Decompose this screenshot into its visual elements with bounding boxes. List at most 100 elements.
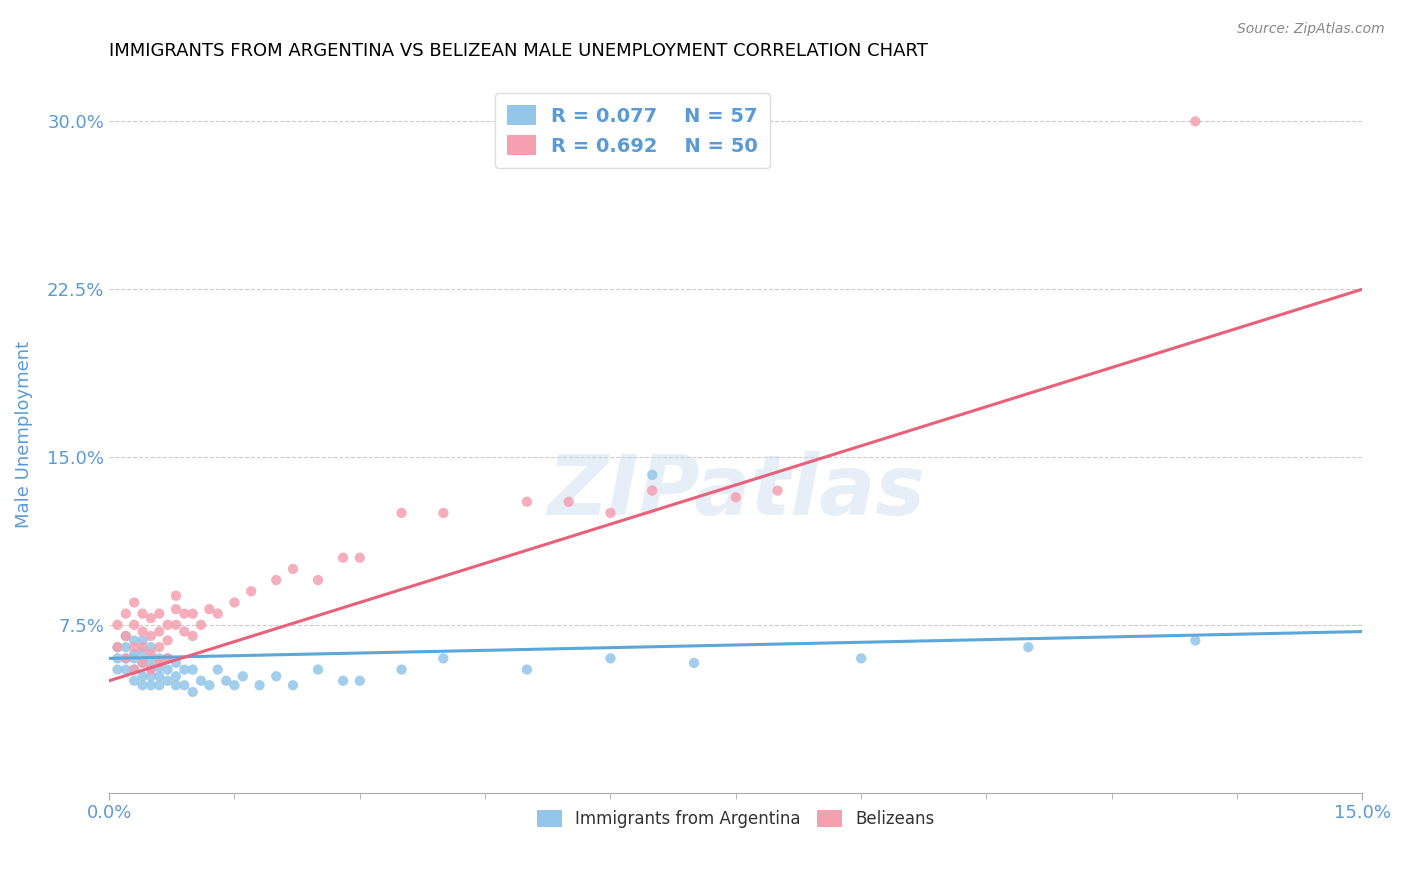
Point — [1184, 114, 1206, 128]
Point — [332, 673, 354, 688]
Point — [349, 550, 371, 565]
Point — [139, 678, 162, 692]
Point — [148, 656, 170, 670]
Point — [122, 640, 145, 655]
Point — [107, 663, 129, 677]
Point — [307, 663, 329, 677]
Point — [139, 663, 162, 677]
Point — [139, 640, 162, 655]
Point — [432, 651, 454, 665]
Point — [139, 660, 162, 674]
Point — [516, 495, 538, 509]
Point — [114, 651, 136, 665]
Point — [232, 669, 254, 683]
Point — [516, 663, 538, 677]
Point — [139, 669, 162, 683]
Point — [122, 651, 145, 665]
Y-axis label: Male Unemployment: Male Unemployment — [15, 341, 32, 528]
Point — [165, 617, 187, 632]
Point — [107, 640, 129, 655]
Point — [122, 673, 145, 688]
Point — [391, 506, 413, 520]
Point — [114, 663, 136, 677]
Point — [156, 673, 179, 688]
Point — [181, 629, 204, 643]
Point — [724, 490, 747, 504]
Point — [190, 673, 212, 688]
Point — [107, 617, 129, 632]
Point — [131, 678, 153, 692]
Point — [207, 663, 229, 677]
Point — [641, 467, 664, 482]
Point — [349, 673, 371, 688]
Point — [165, 602, 187, 616]
Point — [131, 656, 153, 670]
Point — [557, 495, 579, 509]
Point — [173, 607, 195, 621]
Point — [122, 633, 145, 648]
Point — [114, 640, 136, 655]
Point — [307, 573, 329, 587]
Point — [264, 573, 287, 587]
Point — [139, 611, 162, 625]
Point — [122, 617, 145, 632]
Point — [107, 640, 129, 655]
Point — [198, 678, 221, 692]
Point — [122, 647, 145, 661]
Point — [599, 506, 621, 520]
Point — [156, 651, 179, 665]
Point — [190, 617, 212, 632]
Point — [766, 483, 789, 498]
Point — [156, 663, 179, 677]
Point — [131, 607, 153, 621]
Text: Source: ZipAtlas.com: Source: ZipAtlas.com — [1237, 22, 1385, 37]
Point — [173, 624, 195, 639]
Point — [332, 550, 354, 565]
Point — [114, 629, 136, 643]
Point — [148, 624, 170, 639]
Point — [131, 669, 153, 683]
Point — [156, 617, 179, 632]
Text: ZIPatlas: ZIPatlas — [547, 451, 925, 533]
Point — [181, 607, 204, 621]
Point — [1017, 640, 1039, 655]
Point — [122, 663, 145, 677]
Point — [114, 651, 136, 665]
Point — [264, 669, 287, 683]
Point — [181, 663, 204, 677]
Point — [122, 663, 145, 677]
Point — [148, 678, 170, 692]
Point — [198, 602, 221, 616]
Point — [249, 678, 271, 692]
Point — [224, 595, 246, 609]
Point — [599, 651, 621, 665]
Point — [683, 656, 706, 670]
Point — [131, 640, 153, 655]
Point — [215, 673, 238, 688]
Point — [849, 651, 872, 665]
Point — [114, 629, 136, 643]
Point — [173, 678, 195, 692]
Point — [173, 663, 195, 677]
Point — [114, 607, 136, 621]
Point — [107, 651, 129, 665]
Point — [148, 640, 170, 655]
Point — [281, 562, 304, 576]
Point — [391, 663, 413, 677]
Text: IMMIGRANTS FROM ARGENTINA VS BELIZEAN MALE UNEMPLOYMENT CORRELATION CHART: IMMIGRANTS FROM ARGENTINA VS BELIZEAN MA… — [110, 42, 928, 60]
Point — [139, 651, 162, 665]
Point — [131, 645, 153, 659]
Legend: Immigrants from Argentina, Belizeans: Immigrants from Argentina, Belizeans — [530, 803, 942, 834]
Point — [139, 629, 162, 643]
Point — [139, 647, 162, 661]
Point — [122, 595, 145, 609]
Point — [156, 651, 179, 665]
Point — [165, 656, 187, 670]
Point — [131, 633, 153, 648]
Point — [1184, 633, 1206, 648]
Point — [148, 651, 170, 665]
Point — [148, 607, 170, 621]
Point — [432, 506, 454, 520]
Point — [131, 656, 153, 670]
Point — [207, 607, 229, 621]
